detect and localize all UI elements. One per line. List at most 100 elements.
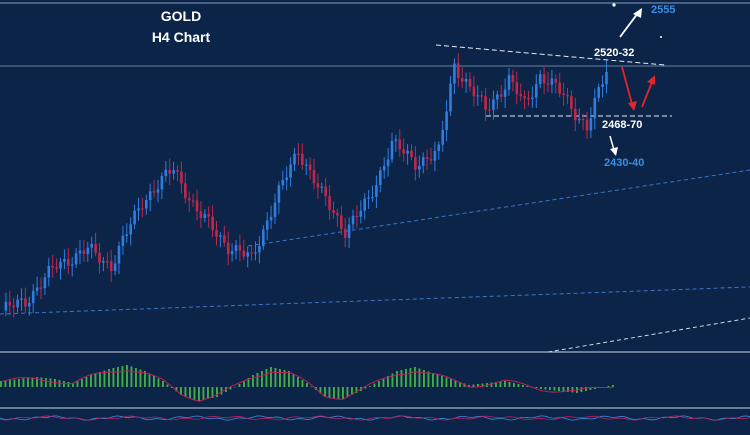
candle-body xyxy=(554,78,558,83)
histogram-bar xyxy=(310,386,313,388)
candle xyxy=(106,252,109,269)
candle xyxy=(468,72,472,92)
candle-body xyxy=(308,164,312,171)
histogram-bar xyxy=(117,367,119,387)
candle xyxy=(98,242,101,274)
histogram-bar xyxy=(477,384,479,387)
candle xyxy=(425,149,429,170)
histogram-bar xyxy=(436,374,439,387)
histogram-bar xyxy=(342,387,344,399)
histogram-bar xyxy=(184,387,187,397)
candle xyxy=(250,245,253,261)
candle-body xyxy=(538,74,542,85)
histogram-bar xyxy=(90,375,92,387)
histogram-bar xyxy=(81,379,83,387)
histogram-bar xyxy=(499,381,502,387)
candle-body xyxy=(20,298,23,300)
candle-body xyxy=(129,224,132,235)
histogram-bar xyxy=(202,387,205,400)
candle xyxy=(589,107,593,138)
candle-body xyxy=(230,251,234,255)
candle-body xyxy=(148,191,152,201)
bottom-indicator xyxy=(0,415,750,421)
candle-body xyxy=(121,235,125,246)
candle xyxy=(265,212,269,241)
candle xyxy=(304,158,308,176)
candle-body xyxy=(316,183,320,188)
histogram-bar xyxy=(387,376,389,387)
histogram-bar xyxy=(328,387,331,398)
candle-body xyxy=(375,185,378,197)
candle-body xyxy=(418,165,421,170)
candle xyxy=(406,144,409,165)
candle xyxy=(379,166,382,193)
candle-body xyxy=(98,252,101,263)
arrow-white-down xyxy=(609,135,618,156)
candle-body xyxy=(574,108,577,121)
histogram-bar xyxy=(18,379,20,387)
candle-body xyxy=(160,176,164,190)
candle xyxy=(90,236,93,259)
candle-body xyxy=(340,215,343,229)
candle-body xyxy=(172,170,175,174)
candle xyxy=(324,178,327,206)
histogram-bar xyxy=(423,370,425,387)
candle xyxy=(47,257,51,287)
candle-body xyxy=(215,230,218,237)
candle-body xyxy=(70,264,74,266)
histogram-bar xyxy=(355,387,358,393)
candle-body xyxy=(90,243,93,248)
histogram-bar xyxy=(364,387,367,389)
candle xyxy=(39,277,43,300)
candle-body xyxy=(550,78,554,85)
candle xyxy=(566,87,569,105)
candle-body xyxy=(332,210,335,213)
candle-body xyxy=(488,109,491,111)
candle-body xyxy=(242,250,246,257)
long-trendline xyxy=(0,286,750,315)
histogram-bar xyxy=(585,387,587,391)
candle-body xyxy=(207,214,210,217)
candle xyxy=(164,160,168,182)
candle-body xyxy=(519,94,522,97)
histogram-bar xyxy=(148,373,151,387)
candle xyxy=(464,72,468,93)
histogram-bar xyxy=(400,370,403,387)
chart-title: GOLD xyxy=(161,8,201,24)
histogram-bar xyxy=(391,373,394,387)
candle xyxy=(308,157,312,180)
candle xyxy=(593,88,597,130)
histogram-bar xyxy=(4,380,7,387)
candle-body xyxy=(238,245,242,251)
histogram-bar xyxy=(238,384,241,387)
histogram-bar xyxy=(378,381,380,387)
candle-body xyxy=(301,153,304,165)
candle xyxy=(347,217,351,249)
candle xyxy=(246,246,249,268)
candle xyxy=(484,87,487,121)
candle xyxy=(496,90,499,110)
histogram-bar xyxy=(130,366,133,387)
candle xyxy=(82,239,86,263)
candle xyxy=(355,205,359,229)
histogram-bar xyxy=(544,387,547,390)
candle-body xyxy=(406,150,409,154)
candle-body xyxy=(226,242,230,255)
histogram-bar xyxy=(22,378,25,387)
candle-body xyxy=(137,208,140,211)
candle-body xyxy=(187,198,191,201)
candle xyxy=(410,144,413,161)
histogram-bar xyxy=(526,386,529,387)
candle-body xyxy=(577,118,581,121)
histogram-bar xyxy=(445,377,448,387)
candle xyxy=(211,205,214,238)
candle xyxy=(121,226,125,255)
candle-body xyxy=(199,211,203,218)
candle xyxy=(550,70,554,94)
candle xyxy=(293,148,296,172)
candle-body xyxy=(289,164,292,178)
candle-body xyxy=(457,63,460,79)
candle xyxy=(172,161,175,180)
candle xyxy=(176,165,179,182)
candle-body xyxy=(355,215,359,217)
